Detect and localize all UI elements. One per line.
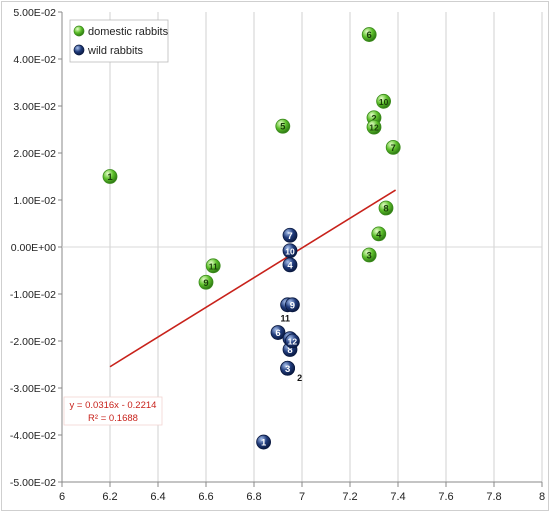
wild-point-label: 4 <box>287 260 293 271</box>
y-tick-label: 4.00E-02 <box>13 54 56 66</box>
wild-point-legend-marker <box>73 44 85 56</box>
y-tick-label: -3.00E-02 <box>10 383 56 395</box>
domestic-point <box>376 93 392 109</box>
y-tick-label: 1.00E-02 <box>13 195 56 207</box>
domestic-point <box>366 119 382 135</box>
domestic-point <box>205 258 221 274</box>
x-tick-label: 7.4 <box>390 491 405 503</box>
y-tick-label: -5.00E-02 <box>10 477 56 489</box>
domestic-point-label: 12 <box>369 123 379 133</box>
wild-point-label: 12 <box>288 337 298 347</box>
y-tick-label: -4.00E-02 <box>10 430 56 442</box>
equation-box <box>63 396 163 426</box>
domestic-point <box>198 274 214 290</box>
domestic-point-label: 7 <box>391 143 396 154</box>
y-tick-label: 5.00E-02 <box>13 7 56 19</box>
wild-point-label: 7 <box>287 231 292 242</box>
domestic-point-label: 6 <box>367 30 372 41</box>
domestic-point-label: 3 <box>367 250 372 261</box>
domestic-point-label: 9 <box>203 278 208 289</box>
x-tick-label: 7.8 <box>486 491 501 503</box>
domestic-point-label: 2 <box>371 113 376 124</box>
domestic-point-label: 10 <box>379 97 389 107</box>
domestic-point <box>378 200 394 216</box>
wild-point <box>282 243 298 259</box>
point-annotation: 11 <box>280 313 290 323</box>
domestic-point-label: 11 <box>209 261 218 271</box>
domestic-point-label: 4 <box>376 229 382 240</box>
wild-point <box>284 297 300 313</box>
x-tick-label: 6.6 <box>198 491 213 503</box>
x-tick-label: 6.2 <box>102 491 117 503</box>
x-tick-label: 6.8 <box>246 491 261 503</box>
wild-point-label: 10 <box>285 246 295 256</box>
x-tick-label: 7.2 <box>342 491 357 503</box>
trendline <box>109 189 397 368</box>
domestic-point <box>361 27 377 42</box>
data-points: 123456789101112123456789101112112 <box>102 27 401 450</box>
domestic-point-label: 8 <box>383 203 388 214</box>
y-tick-label: -2.00E-02 <box>10 336 56 348</box>
wild-point <box>280 360 296 376</box>
wild-point-label: 9 <box>290 300 295 311</box>
y-tick-label: -1.00E-02 <box>10 289 56 301</box>
wild-point-label: 3 <box>285 364 290 375</box>
wild-point-label: 1 <box>261 438 267 449</box>
legend-box <box>69 19 169 63</box>
domestic-point <box>361 247 377 263</box>
axes: 6 6.2 6.4 6.6 6.8 7 7.2 7.4 7.6 7.8 8 5.00E-02 4.00E… <box>10 7 545 503</box>
domestic-point <box>102 169 118 184</box>
wild-point <box>282 227 298 243</box>
wild-point <box>270 325 286 340</box>
wild-point-label: 8 <box>287 345 292 356</box>
domestic-point-legend-marker <box>73 25 85 37</box>
domestic-point <box>385 139 401 155</box>
x-tick-label: 6.4 <box>150 491 165 503</box>
y-tick-label: 3.00E-02 <box>13 101 56 113</box>
domestic-point-label: 1 <box>107 172 113 183</box>
trendline-equation: y = 0.0316x - 0.2214 <box>70 400 157 411</box>
x-tick-label: 7 <box>299 491 305 503</box>
y-tick-label: 2.00E-02 <box>13 148 56 160</box>
y-tick-label: 0.00E+00 <box>11 242 56 254</box>
domestic-point <box>371 226 387 242</box>
legend-label: domestic rabbits <box>88 26 169 38</box>
legend-label: wild rabbits <box>87 45 144 57</box>
wild-point <box>256 434 272 450</box>
domestic-point-label: 5 <box>280 122 286 133</box>
scatter-chart: 6 6.2 6.4 6.6 6.8 7 7.2 7.4 7.6 7.8 8 5.00E-02 4.00E… <box>10 7 545 503</box>
x-tick-label: 7.6 <box>438 491 453 503</box>
wild-point <box>284 333 300 349</box>
wild-point-label: 6 <box>275 328 280 339</box>
trendline-r-squared: R² = 0.1688 <box>88 413 138 424</box>
legend: domestic rabbits wild rabbits <box>69 19 169 63</box>
trendline-group <box>109 189 397 368</box>
x-tick-label: 8 <box>539 491 545 503</box>
domestic-point <box>275 118 291 134</box>
x-tick-label: 6 <box>59 491 65 503</box>
point-annotation: 2 <box>297 373 302 383</box>
trendline-equation-box: y = 0.0316x - 0.2214 R² = 0.1688 <box>63 396 163 426</box>
